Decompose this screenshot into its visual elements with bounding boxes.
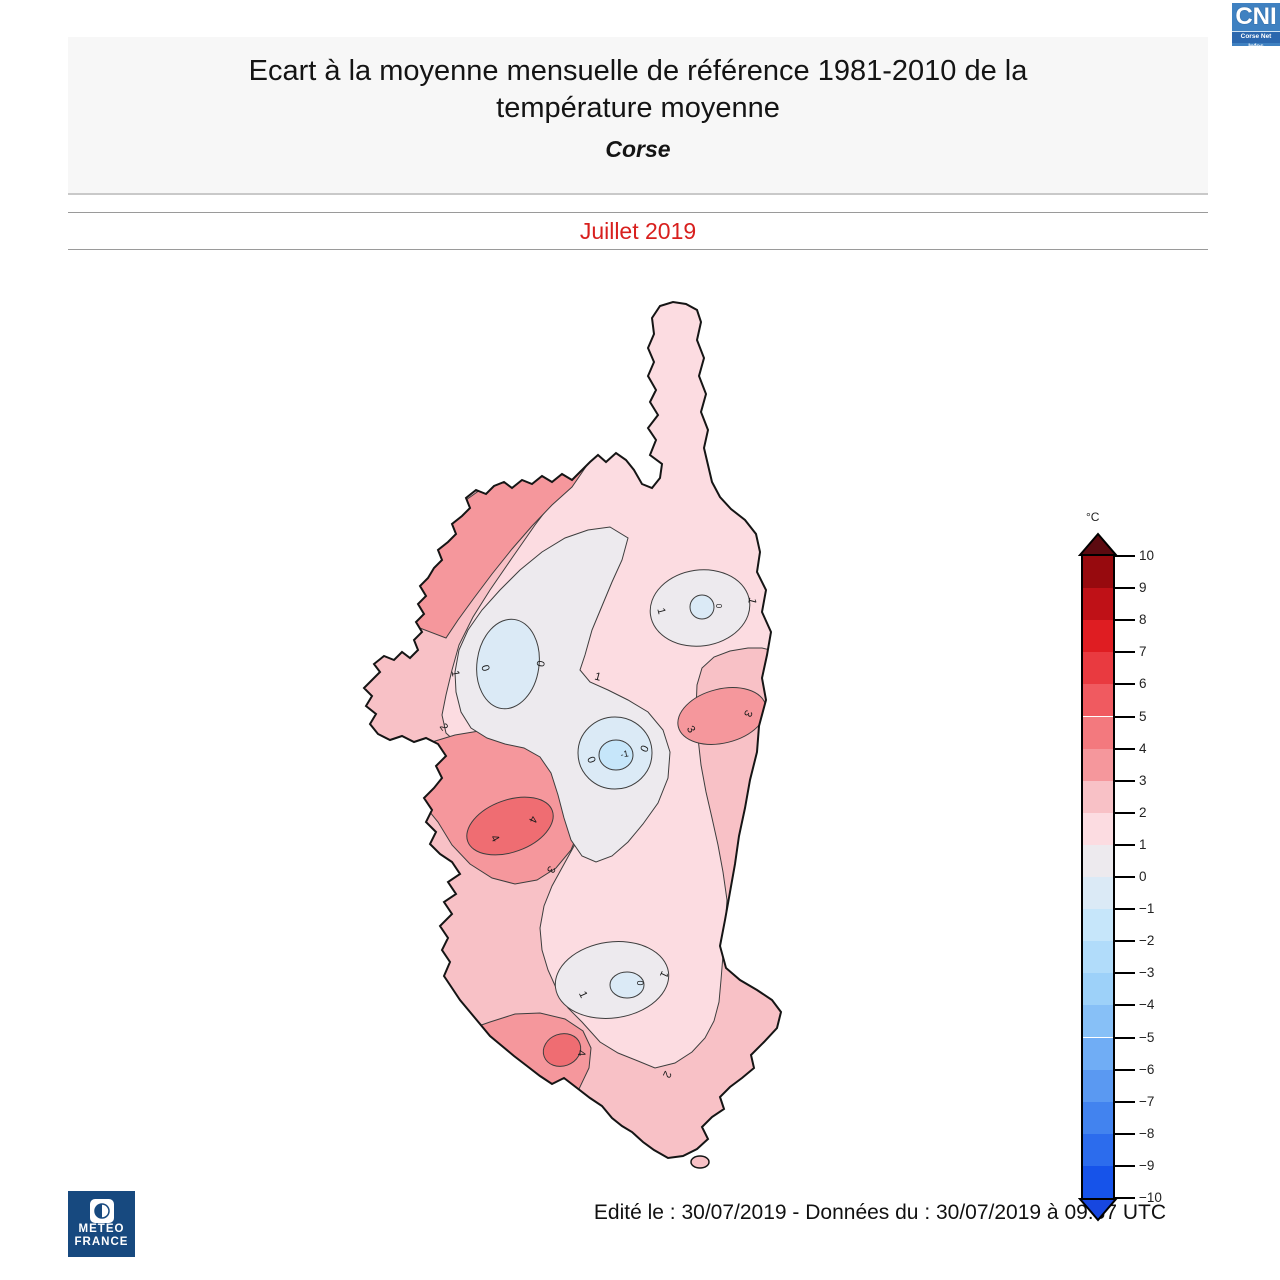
- page-title-line2: température moyenne: [496, 92, 780, 124]
- svg-text:0: 0: [637, 743, 650, 754]
- svg-text:4: 4: [488, 833, 501, 844]
- period-band: Juillet 2019: [68, 212, 1208, 250]
- svg-text:2: 2: [660, 1069, 673, 1080]
- meteo-france-globe-icon: [89, 1199, 114, 1223]
- cni-abbr: CNI: [1235, 3, 1277, 30]
- region-subtitle: Corse: [605, 136, 671, 162]
- svg-text:2: 2: [437, 721, 450, 733]
- band-4-5-southwest-max: [542, 1033, 582, 1067]
- svg-text:1: 1: [593, 671, 602, 684]
- colorbar-bands: [1081, 554, 1115, 1200]
- colorbar: °C 10 9 8 7 6 5 4 3 2 1 0 −1 −2 −3 −4 −5 −6 −7 −8 −9 −10: [1078, 510, 1193, 1240]
- svg-text:1: 1: [576, 989, 589, 1000]
- colorbar-unit-label: °C: [1086, 510, 1100, 524]
- colorbar-arrow-up: [1078, 532, 1118, 556]
- svg-text:0: 0: [478, 664, 491, 673]
- band-m1-0-south-core: [609, 971, 645, 999]
- meteo-france-line1: METEO: [78, 1223, 125, 1235]
- band-m1-0-northeast-core: [689, 594, 715, 620]
- coastline: [362, 300, 783, 1160]
- svg-text:1: 1: [654, 607, 667, 616]
- svg-text:3: 3: [741, 708, 754, 719]
- svg-text:0: 0: [584, 755, 597, 765]
- band-m1-0-northwest-pocket: [476, 618, 540, 710]
- period-label: Juillet 2019: [579, 218, 697, 244]
- svg-text:0: 0: [635, 980, 645, 985]
- cni-subtitle: Corse Net Infos: [1232, 31, 1280, 50]
- svg-text:3: 3: [544, 864, 557, 875]
- meteo-france-logo: METEO FRANCE: [68, 1191, 135, 1257]
- header: Ecart à la moyenne mensuelle de référenc…: [68, 37, 1208, 195]
- svg-text:-1: -1: [620, 748, 630, 759]
- svg-text:4: 4: [575, 1050, 587, 1056]
- page-title-line1: Ecart à la moyenne mensuelle de référenc…: [248, 55, 1028, 87]
- svg-text:0: 0: [534, 659, 547, 667]
- svg-text:1: 1: [745, 596, 758, 605]
- edition-footer: Edité le : 30/07/2019 - Données du : 30/…: [593, 1201, 1166, 1224]
- contour-labels: 1 0 0 1 2 0 0 -1 3 3 4 4 3 1 1 0 1 1 0 2 4: [437, 596, 759, 1079]
- svg-text:0: 0: [714, 604, 723, 609]
- small-island: [690, 1155, 710, 1169]
- cni-logo: CNI Corse Net Infos: [1232, 3, 1280, 50]
- svg-text:1: 1: [657, 969, 670, 980]
- svg-text:3: 3: [684, 724, 697, 735]
- band-m2-m1-central-core: [598, 739, 634, 771]
- meteo-france-line2: FRANCE: [74, 1236, 129, 1248]
- svg-text:1: 1: [449, 669, 462, 677]
- svg-text:4: 4: [526, 814, 539, 825]
- band-4-5-west-central-max: [466, 796, 554, 856]
- colorbar-arrow-down: [1078, 1198, 1118, 1222]
